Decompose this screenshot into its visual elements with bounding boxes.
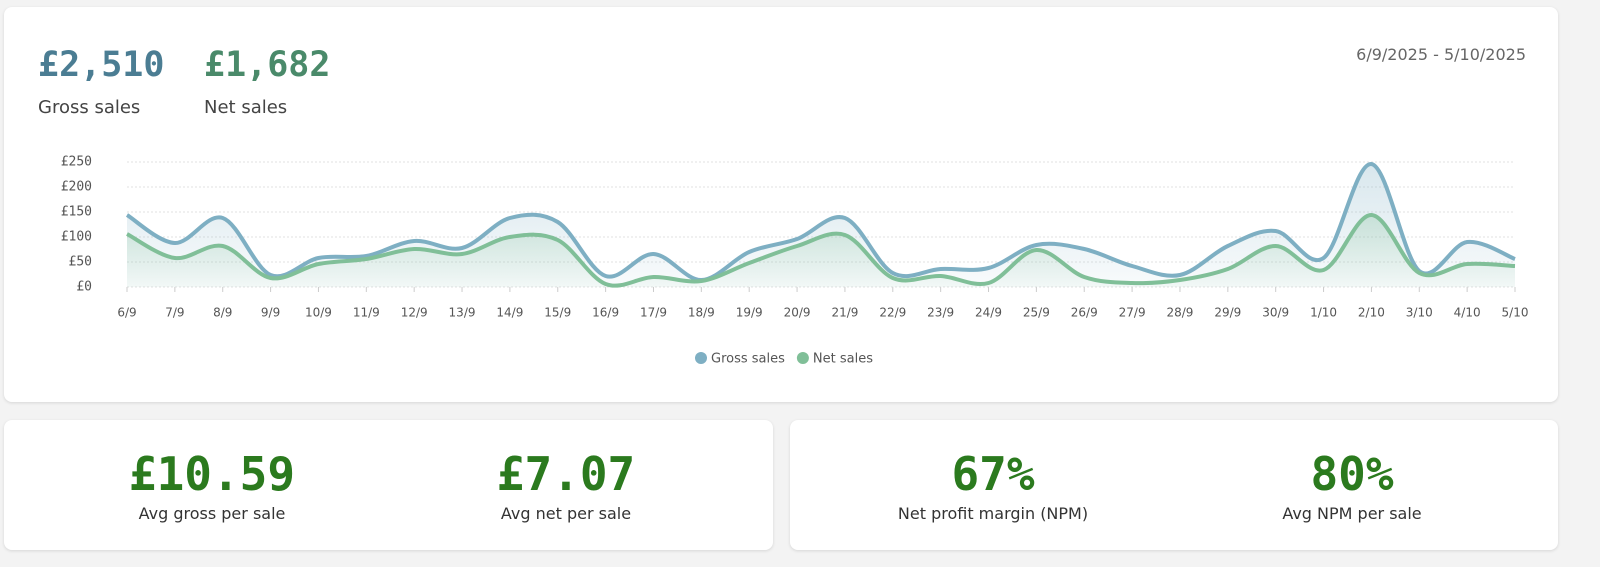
stat-value: £10.59: [128, 447, 296, 501]
per-sale-card: £10.59 Avg gross per sale £7.07 Avg net pe…: [4, 420, 773, 550]
y-tick-label: £150: [61, 205, 92, 220]
date-range: 6/9/2025 - 5/10/2025: [1356, 45, 1526, 64]
stat: 67% Net profit margin (NPM): [813, 446, 1173, 523]
x-tick-label: 27/9: [1119, 306, 1146, 320]
y-tick-label: £100: [61, 230, 92, 245]
y-tick-label: £250: [61, 155, 92, 170]
stat-label: Avg gross per sale: [138, 504, 286, 523]
x-tick-label: 25/9: [1023, 306, 1050, 320]
legend-label[interactable]: Gross sales: [711, 352, 785, 367]
net-label: Net sales: [204, 97, 288, 118]
x-tick-label: 23/9: [927, 306, 954, 320]
x-tick-label: 18/9: [688, 306, 715, 320]
stat: 80% Avg NPM per sale: [1172, 446, 1532, 523]
area: [127, 214, 1515, 287]
stat-value: £7.07: [496, 447, 636, 501]
gross-total: £2,510: [38, 45, 165, 85]
x-tick-label: 6/9: [117, 306, 136, 320]
x-tick-label: 16/9: [592, 306, 619, 320]
x-tick-label: 30/9: [1262, 306, 1289, 320]
x-tick-label: 11/9: [353, 306, 380, 320]
x-tick-label: 26/9: [1071, 306, 1098, 320]
x-tick-label: 22/9: [879, 306, 906, 320]
x-tick-label: 29/9: [1214, 306, 1241, 320]
stat-value: 80%: [1310, 447, 1394, 501]
x-tick-label: 8/9: [213, 306, 232, 320]
y-tick-label: £0: [76, 280, 92, 295]
x-tick-label: 21/9: [831, 306, 858, 320]
x-tick-label: 5/10: [1502, 306, 1529, 320]
stat-label: Avg net per sale: [500, 504, 632, 523]
x-tick-label: 28/9: [1166, 306, 1193, 320]
x-tick-label: 7/9: [165, 306, 184, 320]
x-tick-label: 4/10: [1454, 306, 1481, 320]
line: [126, 212, 1516, 288]
x-tick-label: 3/10: [1406, 306, 1433, 320]
x-tick-label: 2/10: [1358, 306, 1385, 320]
margin-card: 67% Net profit margin (NPM) 80% Avg NPM pe…: [790, 420, 1558, 550]
x-tick-label: 13/9: [449, 306, 476, 320]
stat: £10.59 Avg gross per sale: [32, 446, 392, 523]
stat-label: Net profit margin (NPM): [897, 504, 1089, 523]
stat: £7.07 Avg net per sale: [386, 446, 746, 523]
x-tick-label: 17/9: [640, 306, 667, 320]
x-tick-label: 12/9: [401, 306, 428, 320]
line: [125, 162, 1516, 283]
y-tick-label: £200: [61, 180, 92, 195]
stat-label: Avg NPM per sale: [1282, 504, 1422, 523]
gross-label: Gross sales: [38, 97, 141, 118]
x-tick-label: 20/9: [784, 306, 811, 320]
chart: £0 £50 £100 £150 £200 £250 6/9 7/9 8/9 9/9 10/9 11/…: [61, 155, 1529, 367]
stat-value: 67%: [951, 447, 1035, 501]
y-tick-label: £50: [69, 255, 92, 270]
net-total: £1,682: [204, 45, 331, 85]
x-tick-label: 14/9: [496, 306, 523, 320]
legend-marker: [695, 352, 707, 364]
sales-card: £2,510 Gross sales £1,682 Net sales 6/9/…: [4, 7, 1558, 402]
legend-marker: [796, 352, 809, 364]
x-tick-label: 10/9: [305, 306, 332, 320]
x-tick-label: 15/9: [544, 306, 571, 320]
x-tick-label: 9/9: [261, 306, 280, 320]
x-tick-label: 1/10: [1310, 306, 1337, 320]
x-tick-label: 19/9: [736, 306, 763, 320]
legend-label[interactable]: Net sales: [813, 352, 873, 367]
x-tick-label: 24/9: [975, 306, 1002, 320]
